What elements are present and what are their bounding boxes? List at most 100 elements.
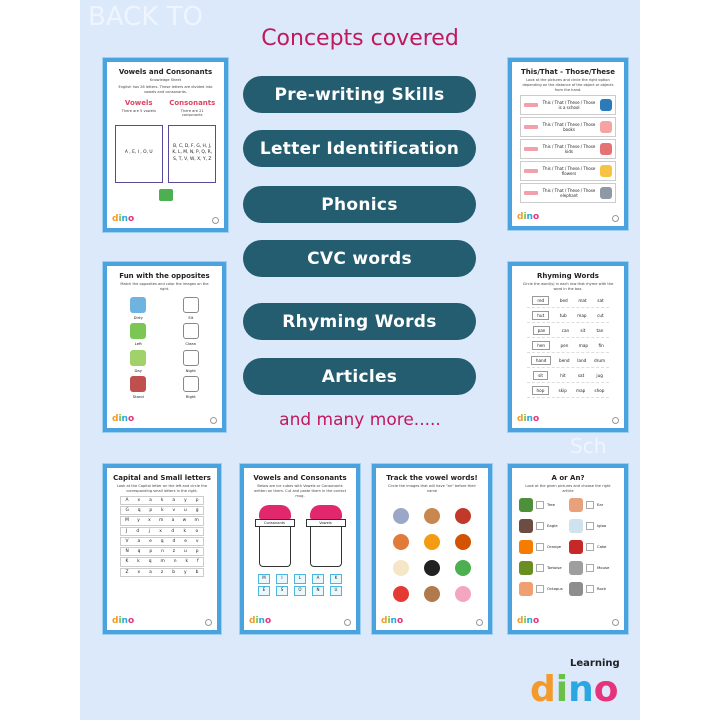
small-letter: x: [159, 528, 162, 534]
rhyme-option: map: [578, 342, 589, 348]
object-picture: [393, 507, 410, 524]
dino-logo: dino: [517, 616, 540, 626]
small-letter: p: [149, 507, 153, 513]
answer-checkbox[interactable]: [586, 500, 594, 509]
capital-letter: V: [125, 538, 129, 544]
capital-letter: K: [125, 559, 129, 565]
answer-checkbox[interactable]: [536, 584, 544, 593]
answer-checkbox[interactable]: [536, 563, 544, 572]
concept-pill: Letter Identification: [243, 130, 476, 167]
object-picture: [423, 507, 440, 524]
row-text: This / That / These / Those elephant: [542, 187, 596, 198]
rhyme-option: map: [577, 312, 587, 318]
rhyme-row: hop skip map shop: [527, 384, 609, 398]
object-picture: [569, 497, 583, 512]
article-item: Octopus: [519, 581, 567, 596]
small-letter: u: [183, 549, 187, 555]
ice-cube: L: [294, 573, 306, 584]
small-letter: w: [182, 518, 187, 524]
worksheet-title: Vowels and Consonants: [118, 68, 213, 76]
option-row: This / That / These / Those flowers: [520, 160, 616, 181]
small-letter: k: [160, 497, 164, 503]
small-letter: a: [149, 569, 152, 575]
object-picture: [600, 120, 612, 133]
rhyme-key-word: red: [532, 295, 550, 305]
object-picture: [423, 533, 440, 550]
answer-checkbox[interactable]: [586, 521, 594, 530]
rhyme-option: mat: [578, 297, 587, 303]
answer-checkbox[interactable]: [536, 521, 544, 530]
answer-checkbox[interactable]: [536, 500, 544, 509]
opposite-picture: [182, 349, 199, 366]
rhyme-option: bend: [559, 357, 570, 363]
answer-checkbox[interactable]: [586, 563, 594, 572]
rhyme-option: skip: [558, 387, 567, 393]
worksheet-title: Vowels and Consonants: [253, 474, 347, 482]
opposites-column-left: Dirty Left Day Stand: [130, 296, 147, 400]
concept-pill: Pre-writing Skills: [243, 76, 476, 113]
answer-checkbox[interactable]: [586, 542, 594, 551]
dino-logo: dino: [517, 212, 540, 222]
worksheet-a-or-an: A or An? Look at the given pictures and …: [508, 464, 628, 634]
doodle-sch: Sch: [570, 434, 607, 458]
item-label: Orange: [547, 544, 562, 550]
row-text: This / That / These / Those is a school: [542, 99, 596, 110]
ice-cube: O: [294, 585, 306, 596]
article-item: Ear: [569, 497, 617, 512]
vowels-box: A , E, I , O, U: [114, 124, 163, 183]
rhyme-row: red bed mat sat: [527, 294, 609, 308]
object-picture: [569, 560, 583, 575]
worksheet-instruction: Circle the images that will have "an" be…: [388, 484, 476, 493]
capital-letter: J: [125, 528, 127, 534]
row-text: This / That / These / Those kids: [542, 143, 596, 154]
object-picture: [519, 560, 533, 575]
rhyme-row: hand bend land drum: [527, 354, 609, 368]
small-letter: n: [161, 549, 164, 555]
small-letter: g: [195, 507, 199, 513]
vowels-note: There are 5 vowels: [121, 108, 156, 113]
object-picture: [423, 585, 440, 602]
item-label: Tree: [547, 502, 555, 508]
rhyme-option: fin: [598, 342, 604, 348]
ice-cube: U: [330, 585, 342, 596]
small-letter: m: [159, 518, 164, 524]
ice-cube: M: [258, 573, 270, 584]
item-label: Eagle: [547, 523, 558, 529]
object-picture: [393, 585, 410, 602]
rhyme-key-word: pan: [532, 325, 551, 335]
object-picture: [569, 581, 583, 596]
rhyme-option: sat: [597, 297, 604, 303]
page-number: [210, 417, 217, 424]
rhyme-option: tan: [596, 327, 604, 333]
rhyme-row: pan can sit tan: [527, 324, 609, 338]
option-row: This / That / These / Those kids: [520, 138, 616, 159]
small-letter: m: [160, 559, 165, 565]
capital-letter: M: [125, 518, 129, 524]
answer-checkbox[interactable]: [586, 584, 594, 593]
small-letter: k: [185, 559, 189, 565]
item-label: Tortoise: [547, 565, 562, 571]
answer-checkbox[interactable]: [536, 542, 544, 551]
logo-letter: n: [568, 669, 594, 710]
opposite-label: Clean: [185, 341, 197, 347]
item-label: Ear: [597, 502, 604, 508]
dino-logo: dino: [112, 414, 135, 424]
option-row: This / That / These / Those is a school: [520, 94, 616, 115]
ice-cube: E: [258, 585, 270, 596]
worksheet-title: Fun with the opposites: [119, 272, 210, 280]
small-letter: b: [172, 569, 175, 575]
worksheet-instruction: Below are ice cubes with Vowels or Conso…: [253, 484, 347, 498]
small-letter: p: [195, 549, 199, 555]
rhyme-option: sit: [580, 327, 586, 333]
page-number: [205, 619, 212, 626]
hand-pointer-icon: [524, 190, 538, 195]
cup-label: Vowels: [305, 518, 346, 527]
article-item: Eagle: [519, 518, 567, 533]
small-letter: a: [149, 497, 152, 503]
rhyme-key-word: hand: [530, 355, 552, 365]
small-letter: a: [171, 518, 175, 524]
opposite-picture: [130, 323, 147, 340]
capital-letter: G: [125, 507, 129, 513]
